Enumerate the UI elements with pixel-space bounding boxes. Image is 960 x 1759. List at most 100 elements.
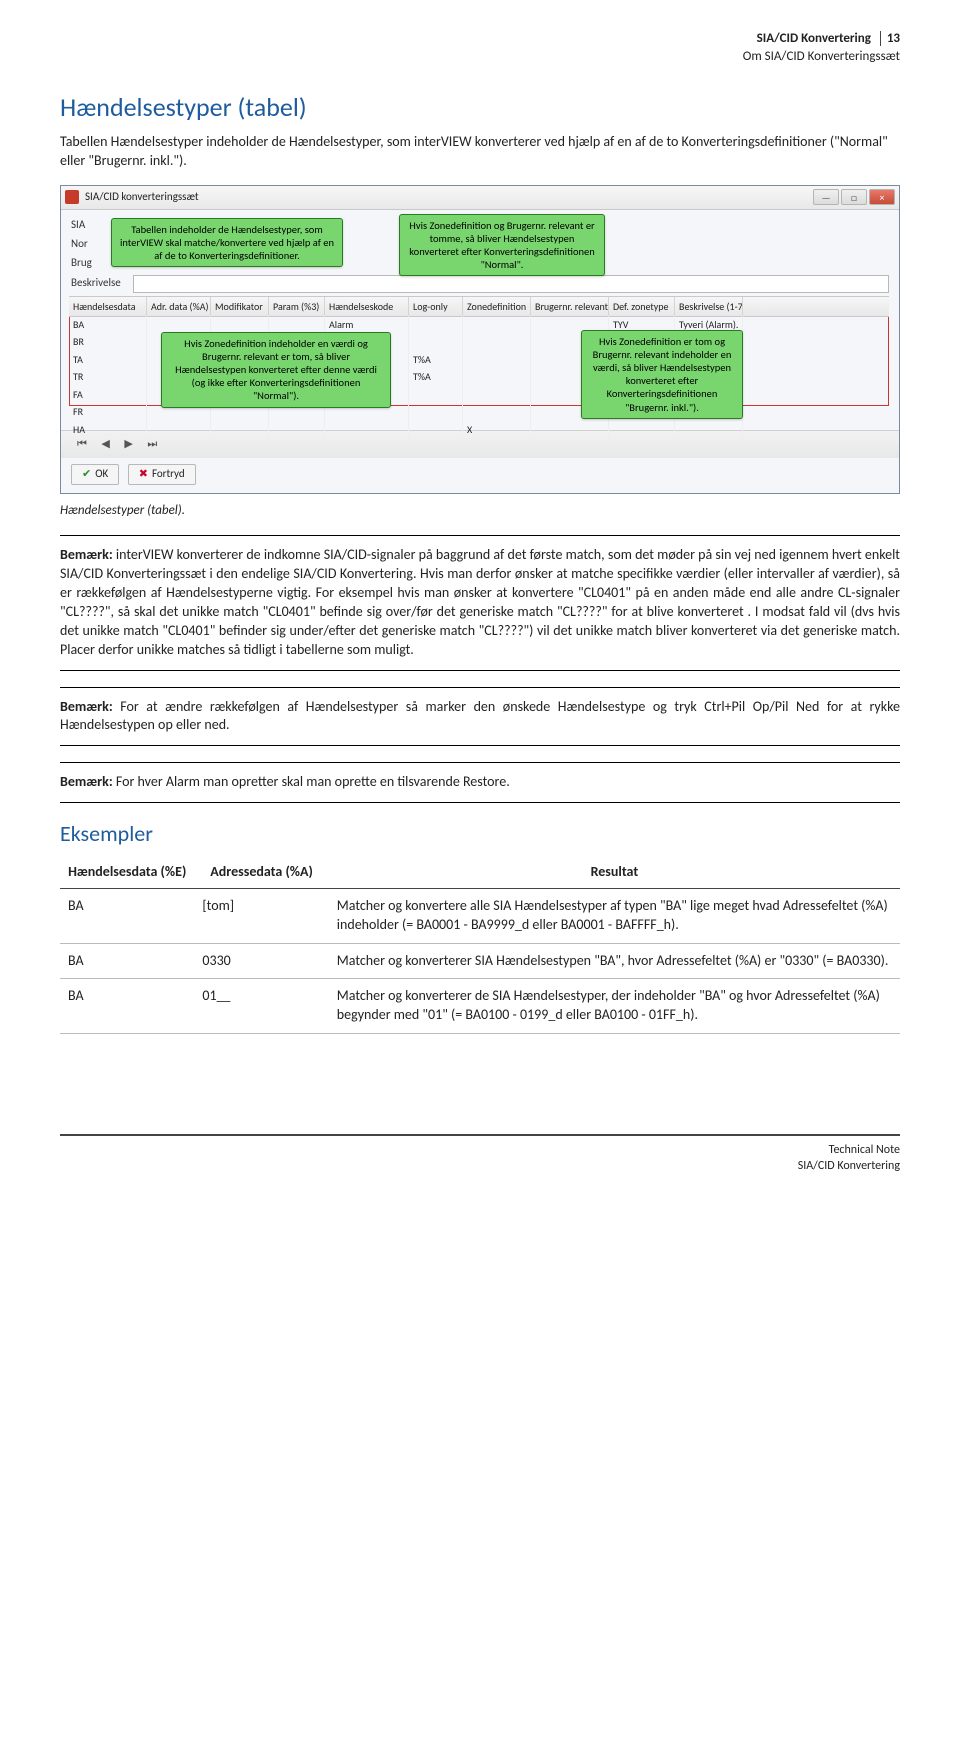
table-cell	[147, 421, 211, 439]
heading-examples: Eksempler	[60, 819, 900, 849]
example-cell: Matcher og konvertere alle SIA Hændelses…	[329, 888, 900, 943]
table-cell	[269, 421, 325, 439]
table-cell	[409, 316, 463, 334]
examples-header-row: Hændelsesdata (%E)Adressedata (%A)Result…	[60, 857, 900, 888]
table-row[interactable]: BAAlarmTYVTyveri (Alarm).	[69, 316, 889, 334]
close-button[interactable]: ×	[869, 189, 895, 205]
table-cell	[409, 421, 463, 439]
table-cell	[211, 421, 269, 439]
example-cell: BA	[60, 943, 194, 979]
footer-line-2: SIA/CID Konvertering	[60, 1158, 900, 1174]
table-cell	[409, 403, 463, 421]
table-cell: T%A	[409, 351, 463, 369]
column-header: Hændelsesdata	[69, 297, 147, 317]
table-cell: TA	[69, 351, 147, 369]
window-titlebar: SIA/CID konverteringssæt — □ ×	[61, 186, 899, 210]
note-label: Bemærk:	[60, 773, 113, 790]
table-cell: FA	[69, 386, 147, 404]
table-cell: TR	[69, 368, 147, 386]
example-row: BA01__Matcher og konverterer de SIA Hænd…	[60, 979, 900, 1034]
callout-1: Tabellen indeholder de Hændelsestyper, s…	[111, 218, 343, 267]
table-cell	[463, 368, 531, 386]
column-header: Modifikator	[211, 297, 269, 317]
cancel-button[interactable]: ✖ Fortryd	[128, 464, 196, 485]
nav-last-icon[interactable]: ⏭	[141, 437, 163, 452]
table-cell: T%A	[409, 368, 463, 386]
table-cell	[609, 421, 675, 439]
app-icon	[65, 190, 79, 204]
column-header: Log-only	[409, 297, 463, 317]
example-cell: BA	[60, 888, 194, 943]
column-header: Param (%3)	[269, 297, 325, 317]
table-cell	[211, 316, 269, 334]
page-footer: Technical Note SIA/CID Konvertering	[60, 1134, 900, 1174]
table-cell	[531, 421, 609, 439]
column-header: Zonedefinition	[463, 297, 531, 317]
table-cell	[147, 316, 211, 334]
table-cell	[463, 333, 531, 351]
footer-line-1: Technical Note	[60, 1142, 900, 1158]
table-cell	[409, 333, 463, 351]
note-1: Bemærk: interVIEW konverterer de indkomn…	[60, 535, 900, 670]
form-area: SIA Nor Brug Beskrivelse HændelsesdataAd…	[61, 210, 899, 430]
cancel-label: Fortryd	[152, 467, 185, 482]
example-column-header: Adressedata (%A)	[194, 857, 328, 888]
callout-3: Hvis Zonedefinition indeholder en værdi …	[161, 332, 391, 408]
table-cell: BA	[69, 316, 147, 334]
ok-button[interactable]: ✔OK	[71, 464, 119, 485]
example-cell: [tom]	[194, 888, 328, 943]
note-2: Bemærk: For at ændre rækkefølgen af Hænd…	[60, 687, 900, 747]
cancel-icon: ✖	[139, 467, 148, 482]
nav-first-icon[interactable]: ⏮	[71, 437, 93, 452]
maximize-button[interactable]: □	[841, 189, 867, 205]
note-label: Bemærk:	[60, 698, 113, 715]
intro-text: Tabellen Hændelsestyper indeholder de Hæ…	[60, 133, 900, 171]
callout-2: Hvis Zonedefinition og Brugernr. relevan…	[399, 214, 605, 277]
example-column-header: Hændelsesdata (%E)	[60, 857, 194, 888]
table-cell: X	[463, 421, 531, 439]
table-cell	[675, 421, 743, 439]
table-cell: HA	[69, 421, 147, 439]
nav-prev-icon[interactable]: ◀	[95, 437, 115, 452]
window-title: SIA/CID konverteringssæt	[85, 190, 199, 205]
table-cell	[463, 403, 531, 421]
ok-label: OK	[95, 467, 108, 482]
minimize-button[interactable]: —	[813, 189, 839, 205]
example-cell: BA	[60, 979, 194, 1034]
nav-next-icon[interactable]: ▶	[118, 437, 138, 452]
example-column-header: Resultat	[329, 857, 900, 888]
table-cell	[463, 351, 531, 369]
table-cell	[325, 421, 409, 439]
example-cell: 0330	[194, 943, 328, 979]
screenshot-window: SIA/CID konverteringssæt — □ × SIA Nor B…	[60, 185, 900, 494]
example-cell: Matcher og konverterer SIA Hændelsestype…	[329, 943, 900, 979]
page-number: 13	[880, 31, 900, 46]
heading-main: Hændelsestyper (tabel)	[60, 90, 900, 125]
example-cell: 01__	[194, 979, 328, 1034]
column-header: Def. zonetype	[609, 297, 675, 317]
note-2-text: For at ændre rækkefølgen af Hændelsestyp…	[60, 698, 900, 734]
example-row: BA[tom]Matcher og konvertere alle SIA Hæ…	[60, 888, 900, 943]
examples-body: BA[tom]Matcher og konvertere alle SIA Hæ…	[60, 888, 900, 1033]
column-header: Adr. data (%A)	[147, 297, 211, 317]
table-row[interactable]: HA X	[69, 421, 889, 439]
table-cell: FR	[69, 403, 147, 421]
figure-caption: Hændelsestyper (tabel).	[60, 502, 900, 520]
column-header: Beskrivelse (1-7)	[675, 297, 743, 317]
table-cell: BR	[69, 333, 147, 351]
callout-4: Hvis Zonedefinition er tom og Brugernr. …	[581, 330, 743, 419]
table-cell	[463, 386, 531, 404]
example-row: BA0330Matcher og konverterer SIA Hændels…	[60, 943, 900, 979]
page-header: SIA/CID Konvertering 13 Om SIA/CID Konve…	[60, 30, 900, 65]
column-header: Hændelseskode	[325, 297, 409, 317]
description-field[interactable]	[133, 275, 889, 293]
label-besk: Beskrivelse	[71, 276, 133, 291]
examples-table: Hændelsesdata (%E)Adressedata (%A)Result…	[60, 857, 900, 1034]
note-1-text: interVIEW konverterer de indkomne SIA/CI…	[60, 546, 900, 657]
table-cell	[463, 316, 531, 334]
record-nav: ⏮ ◀ ▶ ⏭	[71, 437, 163, 452]
table-cell: Alarm	[325, 316, 409, 334]
window-controls: — □ ×	[813, 189, 895, 205]
note-3: Bemærk: For hver Alarm man opretter skal…	[60, 762, 900, 803]
note-label: Bemærk:	[60, 546, 113, 563]
